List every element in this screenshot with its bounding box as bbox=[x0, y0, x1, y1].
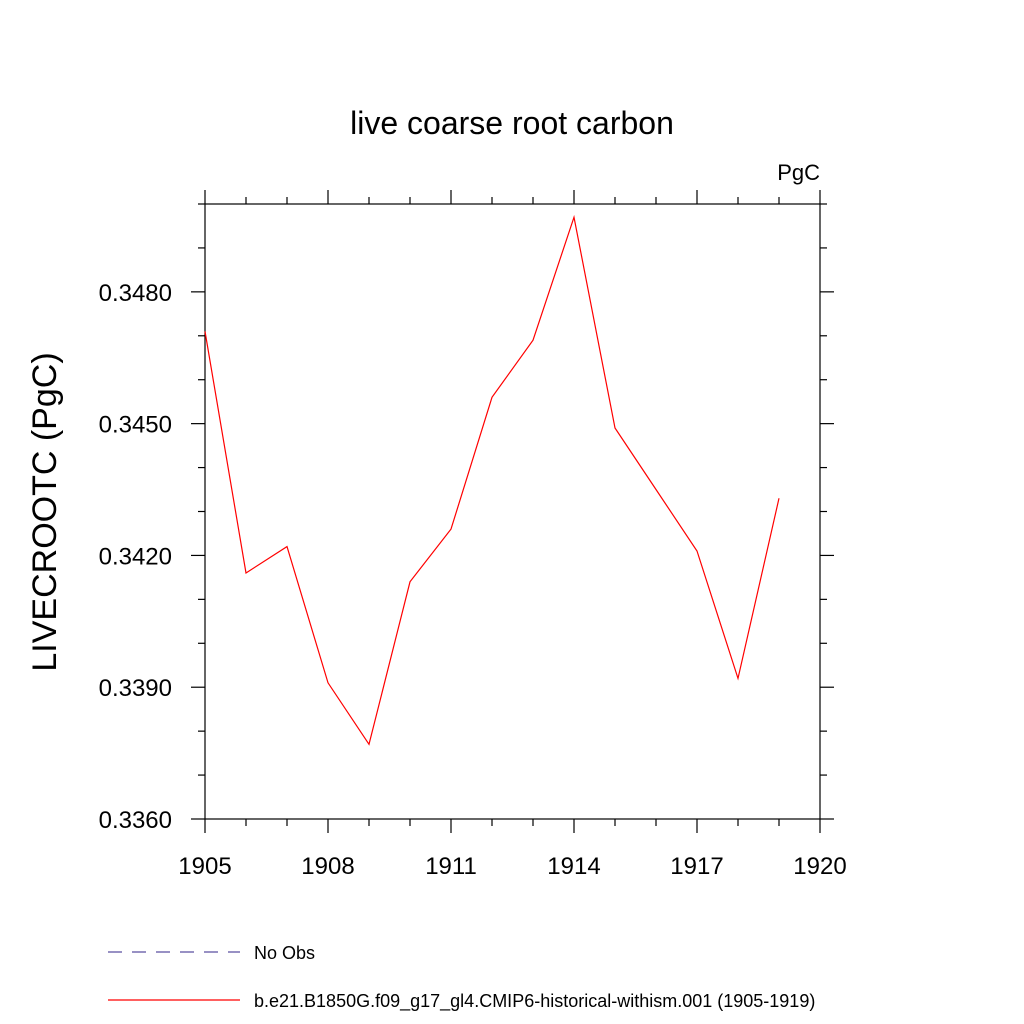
y-axis-label: LIVECROOTC (PgC) bbox=[26, 352, 64, 671]
legend-label: b.e21.B1850G.f09_g17_gl4.CMIP6-historica… bbox=[254, 991, 815, 1012]
y-tick-label: 0.3420 bbox=[99, 543, 172, 570]
plot-frame bbox=[204, 203, 821, 820]
axis-ticks bbox=[191, 190, 834, 833]
x-tick-label: 1908 bbox=[301, 853, 354, 880]
chart-title: live coarse root carbon bbox=[350, 105, 674, 141]
data-series bbox=[204, 214, 780, 746]
x-tick-labels: 1905 1908 1911 1914 1917 1920 bbox=[178, 853, 846, 880]
y-tick-label: 0.3480 bbox=[99, 280, 172, 307]
units-label: PgC bbox=[777, 160, 820, 185]
y-tick-label: 0.3360 bbox=[99, 807, 172, 834]
legend-label: No Obs bbox=[254, 943, 315, 963]
legend: No Obs b.e21.B1850G.f09_g17_gl4.CMIP6-his… bbox=[108, 943, 815, 1012]
series-line-1 bbox=[204, 214, 780, 746]
x-tick-label: 1914 bbox=[547, 853, 600, 880]
y-tick-labels: 0.3360 0.3390 0.3420 0.3450 0.3480 bbox=[99, 280, 172, 834]
y-tick-label: 0.3450 bbox=[99, 412, 172, 439]
x-tick-label: 1920 bbox=[793, 853, 846, 880]
x-tick-label: 1911 bbox=[425, 853, 477, 880]
y-tick-label: 0.3390 bbox=[99, 675, 172, 702]
x-tick-label: 1917 bbox=[670, 853, 723, 880]
x-tick-label: 1905 bbox=[178, 853, 231, 880]
